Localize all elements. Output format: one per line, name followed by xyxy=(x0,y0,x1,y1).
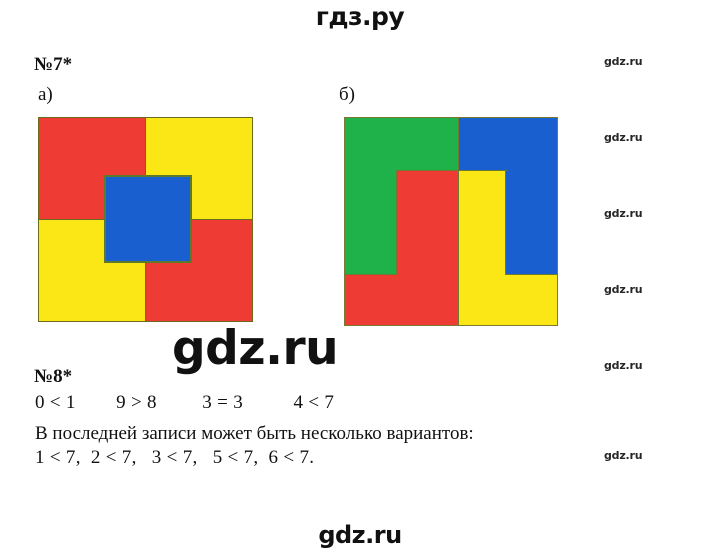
figure-b-seam-red-yellow xyxy=(457,170,459,326)
figure-b-seam-yellow-right xyxy=(505,170,506,275)
comparisons-line: 0 < 1 9 > 8 3 = 3 4 < 7 xyxy=(35,392,335,413)
note-line: В последней записи может быть несколько … xyxy=(35,423,474,444)
figure-b-seam-vertical-center xyxy=(457,117,459,170)
figure-b-seam-green-bottom xyxy=(344,274,397,275)
watermark-side-1: gdz.ru xyxy=(604,55,643,68)
watermark-side-2: gdz.ru xyxy=(604,131,643,144)
part-label-a: а) xyxy=(38,84,53,105)
figure-a-pinwheel-squares xyxy=(38,117,253,322)
watermark-side-6: gdz.ru xyxy=(604,449,643,462)
figure-a-piece-center xyxy=(104,175,192,263)
watermark-top: гдз.ру xyxy=(315,2,405,31)
watermark-center: gdz.ru xyxy=(172,321,339,376)
watermark-bottom: gdz.ru xyxy=(318,521,402,549)
variants-line: 1 < 7, 2 < 7, 3 < 7, 5 < 7, 6 < 7. xyxy=(35,447,315,468)
figure-b-pinwheel-l-shapes xyxy=(344,117,558,326)
part-label-b: б) xyxy=(339,84,355,105)
figure-b-seam-green-red xyxy=(396,170,458,171)
task-number-8: №8* xyxy=(34,366,73,387)
figure-b-seam-blue-bottom xyxy=(505,274,558,275)
figure-b-seam-red-left xyxy=(396,170,397,275)
task-number-7: №7* xyxy=(34,54,73,75)
watermark-side-3: gdz.ru xyxy=(604,207,643,220)
watermark-side-5: gdz.ru xyxy=(604,359,643,372)
watermark-side-4: gdz.ru xyxy=(604,283,643,296)
figure-b-seam-yellow-top xyxy=(457,170,507,171)
